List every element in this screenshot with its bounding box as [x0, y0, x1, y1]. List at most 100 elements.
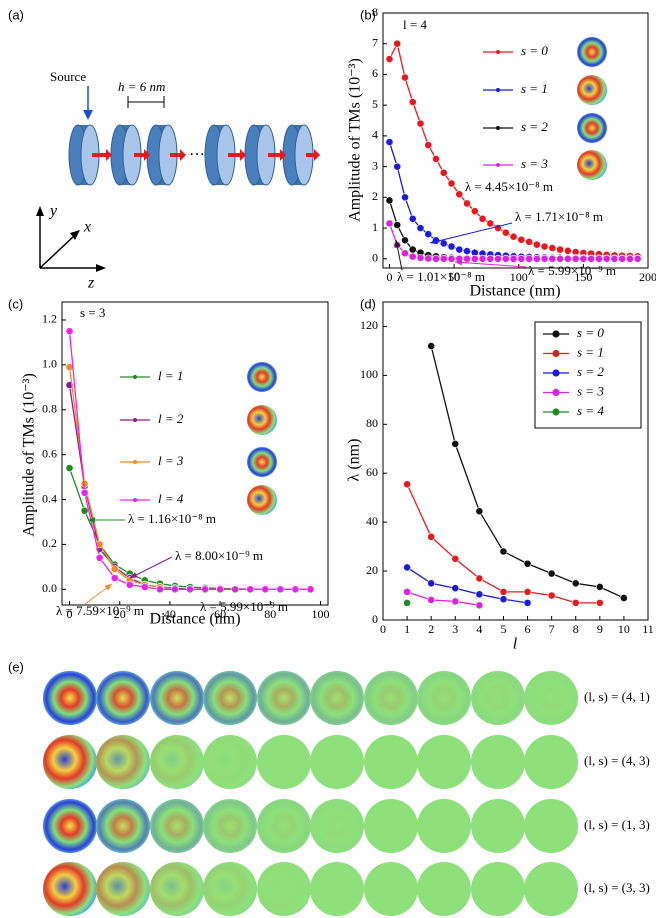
x-tick-label: 80 [264, 607, 276, 621]
data-point [125, 580, 134, 589]
data-point [475, 507, 484, 516]
mode-pattern [257, 799, 311, 853]
data-point [427, 532, 436, 541]
data-point [517, 254, 526, 263]
mode-base [417, 735, 471, 789]
legend-marker [133, 460, 137, 464]
panel-label: (a) [8, 7, 24, 22]
data-point [626, 254, 634, 263]
mode-pattern [364, 671, 418, 725]
x-tick-label: 2 [428, 622, 434, 636]
legend-marker [496, 88, 500, 92]
y-tick-label: 1.0 [42, 357, 57, 371]
legend-marker [552, 369, 560, 377]
x-tick-label: 11 [642, 622, 654, 636]
legend-label: s = 4 [577, 403, 604, 418]
data-point [447, 242, 456, 251]
data-point [478, 254, 487, 263]
data-point [610, 254, 619, 263]
plot-frame [61, 301, 329, 606]
y-axis-label: λ (nm) [346, 439, 363, 482]
data-point [424, 141, 433, 150]
mode-base [364, 735, 418, 789]
legend-label: l = 4 [158, 491, 184, 506]
y-tick-label: 0.6 [42, 446, 57, 460]
data-point [432, 254, 440, 263]
data-point [618, 254, 627, 263]
x-tick-label: 100 [311, 607, 329, 621]
data-point [401, 249, 409, 258]
annotation: l = 4 [403, 17, 427, 32]
legend-label: s = 0 [521, 43, 548, 58]
plot-frame [382, 12, 649, 269]
x-tick-label: 50 [448, 270, 460, 284]
data-point [486, 254, 495, 263]
data-point [547, 569, 556, 578]
y-tick-label: 5 [372, 97, 378, 111]
mode-pattern [471, 671, 525, 725]
data-point [416, 253, 425, 262]
data-point [65, 464, 74, 472]
legend-marker [552, 349, 560, 358]
data-point [556, 245, 564, 254]
mode-pattern [150, 735, 204, 789]
mode-pattern [310, 799, 364, 853]
legend-label: s = 2 [521, 119, 548, 134]
data-point [403, 563, 411, 572]
data-point [595, 598, 604, 607]
data-point [523, 598, 532, 607]
annotation: λ = 5.99×10⁻⁹ m [528, 263, 616, 278]
data-point [595, 583, 604, 591]
data-point [620, 594, 628, 602]
mode-pattern [43, 799, 97, 853]
data-point [408, 252, 417, 261]
mode-base [310, 799, 364, 853]
data-point [246, 585, 255, 594]
y-tick-label: 0 [372, 251, 378, 265]
data-point [509, 232, 518, 241]
x-tick-label: 0 [67, 607, 73, 621]
x-tick-label: 60 [214, 607, 226, 621]
data-point [540, 242, 549, 251]
mode-pattern [43, 735, 97, 789]
data-point [216, 585, 224, 594]
series-line [406, 483, 600, 604]
y-tick-label: 0.8 [42, 401, 57, 415]
legend-mode-icon [247, 405, 277, 435]
data-point [155, 585, 164, 594]
data-point [470, 207, 479, 216]
x-axis-label: Distance (nm) [469, 283, 560, 300]
annotation: λ = 1.01×10⁻⁸ m [397, 269, 485, 284]
legend-mode-icon [577, 37, 607, 67]
data-point [563, 254, 572, 263]
data-point [439, 254, 448, 263]
mode-pattern [150, 671, 204, 725]
annotation-arrow [129, 556, 173, 579]
data-point [385, 55, 394, 63]
data-point [455, 245, 464, 254]
legend-mode-icon [247, 362, 277, 392]
legend-label: s = 1 [577, 344, 604, 359]
row-label: (l, s) = (3, 3) [584, 880, 650, 895]
mode-pattern [257, 671, 311, 725]
panel-label: (b) [360, 7, 376, 22]
data-point [587, 254, 596, 263]
data-point [548, 244, 557, 252]
plot-frame [382, 301, 649, 621]
data-point [427, 579, 436, 588]
annotation: λ = 8.00×10⁻⁹ m [175, 548, 263, 563]
series-line [406, 566, 528, 604]
mode-pattern [203, 735, 257, 789]
data-point [385, 138, 394, 146]
legend-mode-icon [577, 150, 607, 180]
data-point [499, 587, 508, 596]
mode-base [417, 862, 471, 916]
mode-base [364, 862, 418, 916]
data-point [532, 240, 541, 249]
legend-marker [552, 408, 560, 416]
axis-head [96, 264, 106, 272]
data-point [455, 190, 464, 199]
data-point [110, 574, 119, 582]
axis-name: z [87, 275, 95, 292]
